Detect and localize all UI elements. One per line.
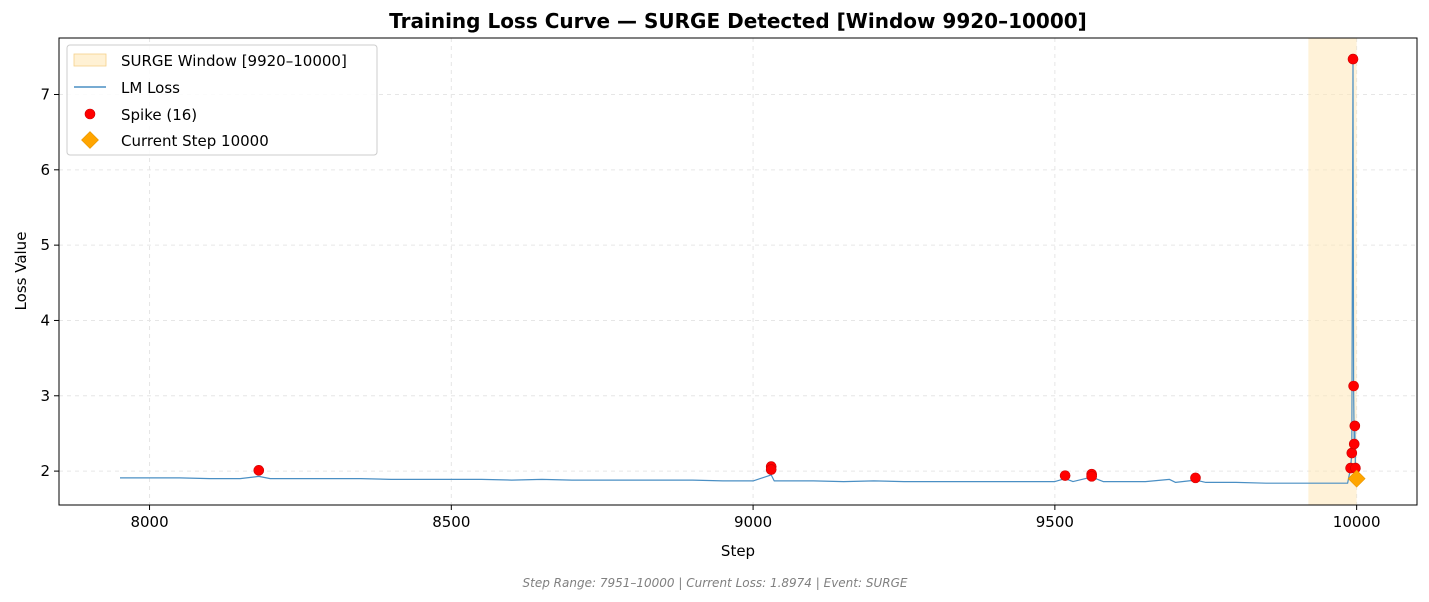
x-tick-label: 8000 [130, 513, 168, 531]
spike-point [1348, 380, 1359, 392]
spike-point [1059, 470, 1071, 481]
spike-point [1348, 438, 1360, 450]
legend-current-swatch [81, 131, 99, 149]
surge-window-rect [1308, 38, 1357, 505]
y-tick-label: 5 [40, 236, 50, 254]
spike-point [1190, 472, 1201, 484]
surge-window-band [1308, 38, 1357, 505]
x-tick-label: 10000 [1333, 513, 1381, 531]
legend-surge-swatch [73, 53, 107, 67]
legend-spike-swatch [84, 108, 96, 120]
legend-box [66, 44, 378, 156]
plot-frame [58, 37, 1418, 506]
legend-loss-label: LM Loss [121, 79, 180, 97]
legend: SURGE Window [9920–10000] LM Loss Spike … [66, 44, 378, 156]
spike-point [1349, 420, 1361, 432]
loss-series [120, 58, 1358, 484]
legend-current-label: Current Step 10000 [121, 132, 269, 150]
x-axis-label: Step [721, 542, 755, 560]
chart-footer: Step Range: 7951–10000 | Current Loss: 1… [523, 576, 908, 590]
x-tick-label: 9000 [734, 513, 772, 531]
spike-point [1347, 53, 1359, 65]
current-step-point [1347, 469, 1366, 488]
spike-point [253, 465, 265, 476]
spike-point [765, 464, 777, 475]
legend-surge-label: SURGE Window [9920–10000] [121, 52, 347, 70]
chart-title: Training Loss Curve — SURGE Detected [Wi… [389, 9, 1087, 33]
y-tick-label: 6 [40, 161, 50, 179]
y-tick-label: 4 [40, 311, 50, 329]
x-tick-label: 8500 [432, 513, 470, 531]
y-tick-label: 3 [40, 387, 50, 405]
current-step-marker [1347, 469, 1366, 488]
x-tick-label: 9500 [1036, 513, 1074, 531]
y-tick-label: 2 [40, 462, 50, 480]
y-tick-label: 7 [40, 85, 50, 103]
y-axis-ticks: 2 3 4 5 6 7 [40, 85, 59, 480]
spike-point [1086, 471, 1097, 482]
spike-markers [253, 53, 1361, 484]
x-axis-ticks: 8000 8500 9000 9500 10000 [130, 505, 1381, 531]
y-axis-label: Loss Value [12, 232, 30, 311]
spike-point [1346, 447, 1358, 459]
legend-spike-label: Spike (16) [121, 106, 197, 124]
loss-line [120, 58, 1358, 484]
